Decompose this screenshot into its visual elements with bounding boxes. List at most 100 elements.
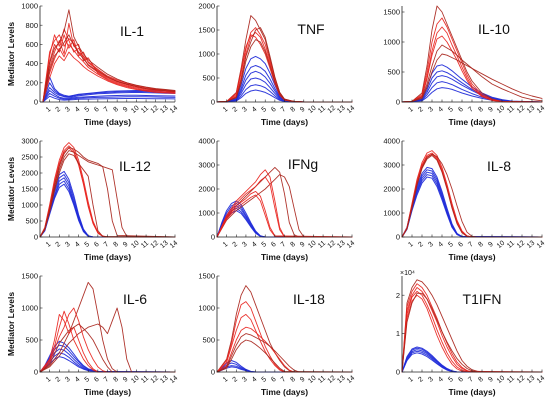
x-tick-label: 10: [496, 105, 507, 115]
series-line: [216, 65, 353, 103]
x-tick-label: 13: [336, 375, 347, 385]
x-tick-label: 6: [457, 376, 465, 384]
x-tick-label: 11: [317, 375, 327, 385]
x-tick-label: 1: [45, 241, 53, 249]
series-line: [401, 26, 543, 103]
x-tick-label: 6: [93, 376, 101, 384]
series-line: [42, 34, 176, 103]
series-line: [216, 190, 353, 238]
series-line: [216, 39, 353, 103]
y-axis-label: Mediator Levels: [6, 22, 16, 87]
series-line: [401, 346, 543, 373]
x-tick-label: 13: [526, 375, 537, 385]
x-tick-label: 14: [346, 105, 357, 115]
x-tick-label: 9: [122, 376, 130, 384]
x-tick-label: 12: [516, 375, 527, 385]
chart-title: IL-1: [120, 23, 144, 39]
x-tick-label: 11: [506, 105, 516, 115]
x-tick-label: 1: [222, 376, 230, 384]
x-tick-label: 5: [447, 106, 455, 114]
x-tick-label: 10: [307, 240, 318, 250]
x-tick-label: 4: [437, 376, 445, 384]
series-line: [39, 307, 176, 373]
x-tick-label: 8: [477, 241, 485, 249]
series-line: [216, 169, 353, 238]
x-tick-label: 10: [130, 375, 141, 385]
series-line: [39, 183, 176, 238]
y-tick-label: 400: [25, 59, 38, 68]
x-tick-label: 5: [261, 241, 269, 249]
x-tick-label: 13: [159, 375, 170, 385]
x-tick-label: 3: [427, 376, 435, 384]
x-tick-label: 9: [299, 106, 307, 114]
y-tick-label: 1000: [21, 2, 38, 11]
y-tick-label: 1000: [21, 201, 38, 210]
series-line: [39, 150, 176, 238]
y-tick-label: 200: [25, 78, 38, 87]
y-tick-label: 4000: [198, 137, 215, 146]
x-tick-label: 11: [317, 105, 327, 115]
y-tick-label: 2000: [198, 185, 215, 194]
y-tick-label: 500: [25, 336, 38, 345]
x-tick-label: 13: [526, 105, 537, 115]
x-tick-label: 5: [84, 106, 92, 114]
x-tick-label: 6: [270, 376, 278, 384]
x-tick-label: 12: [150, 105, 161, 115]
y-tick-label: 1500: [383, 8, 400, 17]
x-tick-label: 12: [327, 240, 338, 250]
x-tick-label: 14: [169, 105, 180, 115]
y-tick-label: 500: [25, 217, 38, 226]
chart-title: IL-8: [487, 158, 511, 174]
series-line: [42, 87, 176, 103]
x-tick-label: 3: [64, 106, 72, 114]
x-tick-label: 14: [169, 375, 180, 385]
x-axis-label: Time (days): [84, 252, 131, 262]
x-tick-label: 11: [506, 240, 516, 250]
x-tick-label: 11: [140, 105, 150, 115]
x-axis-label: Time (days): [261, 387, 308, 397]
x-tick-label: 3: [241, 376, 249, 384]
chart-title: T1IFN: [463, 291, 502, 307]
x-tick-label: 13: [526, 240, 537, 250]
x-tick-label: 8: [112, 376, 120, 384]
x-tick-label: 6: [270, 241, 278, 249]
x-tick-label: 12: [150, 375, 161, 385]
x-tick-label: 7: [280, 241, 288, 249]
y-tick-label: 1000: [383, 38, 400, 47]
x-tick-label: 7: [467, 376, 475, 384]
x-tick-label: 12: [516, 105, 527, 115]
x-tick-label: 7: [467, 241, 475, 249]
x-tick-label: 8: [477, 376, 485, 384]
x-tick-label: 13: [159, 105, 170, 115]
series-line: [216, 174, 353, 238]
x-tick-label: 5: [447, 376, 455, 384]
series-line: [42, 90, 176, 103]
x-tick-label: 3: [241, 241, 249, 249]
y-tick-label: 800: [25, 21, 38, 30]
x-tick-label: 10: [496, 375, 507, 385]
series-line: [42, 95, 176, 103]
x-tick-label: 10: [307, 375, 318, 385]
x-tick-label: 8: [289, 376, 297, 384]
series-line: [216, 210, 353, 238]
x-tick-label: 7: [103, 376, 111, 384]
series-line: [42, 43, 176, 103]
x-tick-label: 8: [112, 241, 120, 249]
x-tick-label: 8: [477, 106, 485, 114]
y-tick-label: 1: [396, 329, 400, 338]
y-tick-label: 1500: [21, 185, 38, 194]
x-tick-label: 1: [407, 376, 415, 384]
series-line: [401, 154, 543, 238]
series-line: [401, 287, 543, 373]
x-tick-label: 4: [74, 106, 82, 114]
x-tick-label: 2: [417, 241, 425, 249]
x-tick-label: 1: [222, 241, 230, 249]
x-tick-label: 4: [251, 241, 259, 249]
x-tick-label: 6: [270, 106, 278, 114]
x-tick-label: 3: [427, 241, 435, 249]
x-tick-label: 1: [222, 106, 230, 114]
x-tick-label: 6: [457, 241, 465, 249]
